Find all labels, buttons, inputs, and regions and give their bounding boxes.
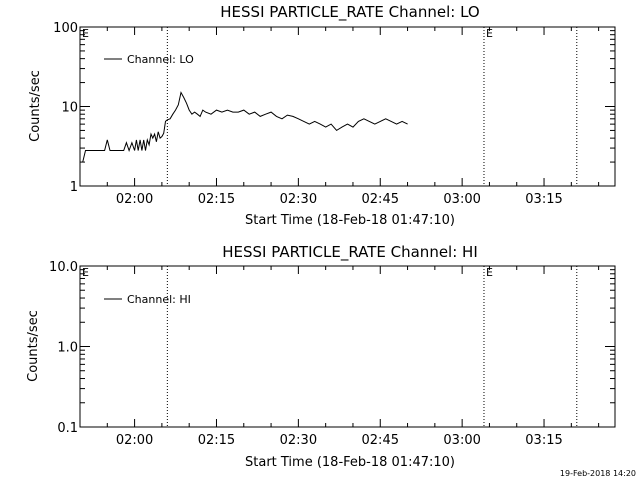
y-axis-label: Counts/sec	[28, 70, 43, 142]
vertical-marker-lines	[166, 27, 578, 186]
x-tick-label: 02:15	[198, 433, 235, 448]
x-tick-label: 02:00	[116, 192, 153, 207]
plot-frame	[79, 26, 616, 187]
x-axis-label: Start Time (18-Feb-18 01:47:10)	[245, 455, 455, 470]
y-tick-label: 10	[61, 101, 78, 116]
y-tick-label: 1.0	[57, 341, 78, 356]
y-tick-label: 100	[53, 21, 78, 36]
x-tick-label: 02:15	[198, 192, 235, 207]
chart-title: HESSI PARTICLE_RATE Channel: LO	[220, 3, 479, 22]
x-axis-ticks: 02:00 02:15 02:30 02:45 03:00 03:15	[79, 27, 600, 207]
legend-label: Channel: HI	[127, 293, 191, 306]
x-tick-label: 02:30	[280, 433, 317, 448]
event-marker-label: E	[486, 266, 493, 279]
event-marker-label: E	[486, 27, 493, 40]
chart-title: HESSI PARTICLE_RATE Channel: HI	[222, 243, 478, 262]
series-lines	[82, 91, 408, 163]
y-tick-label: 1	[70, 180, 78, 195]
x-tick-label: 02:45	[362, 192, 399, 207]
event-marker-label: E	[82, 27, 89, 40]
series-line-lo	[82, 91, 408, 163]
plot-frame	[79, 265, 616, 428]
footer-timestamp: 19-Feb-2018 14:20	[560, 469, 636, 478]
x-tick-label: 02:30	[280, 192, 317, 207]
x-tick-label: 03:00	[443, 192, 480, 207]
legend-label: Channel: LO	[127, 53, 194, 66]
vertical-marker-lines	[166, 266, 578, 427]
x-tick-label: 03:00	[443, 433, 480, 448]
x-tick-label: 02:00	[116, 433, 153, 448]
event-marker-label: E	[82, 266, 89, 279]
x-tick-label: 03:15	[525, 192, 562, 207]
y-axis-label: Counts/sec	[26, 310, 41, 382]
x-axis-label: Start Time (18-Feb-18 01:47:10)	[245, 213, 455, 228]
y-axis-ticks: 1 10 100	[53, 21, 615, 195]
x-tick-label: 03:15	[525, 433, 562, 448]
y-tick-label: 0.1	[57, 421, 78, 436]
x-axis-ticks: 02:00 02:15 02:30 02:45 03:00 03:15	[79, 266, 600, 448]
y-axis-ticks: 0.1 1.0 10.0	[49, 260, 615, 436]
x-tick-label: 02:45	[362, 433, 399, 448]
y-tick-label: 10.0	[49, 260, 78, 275]
